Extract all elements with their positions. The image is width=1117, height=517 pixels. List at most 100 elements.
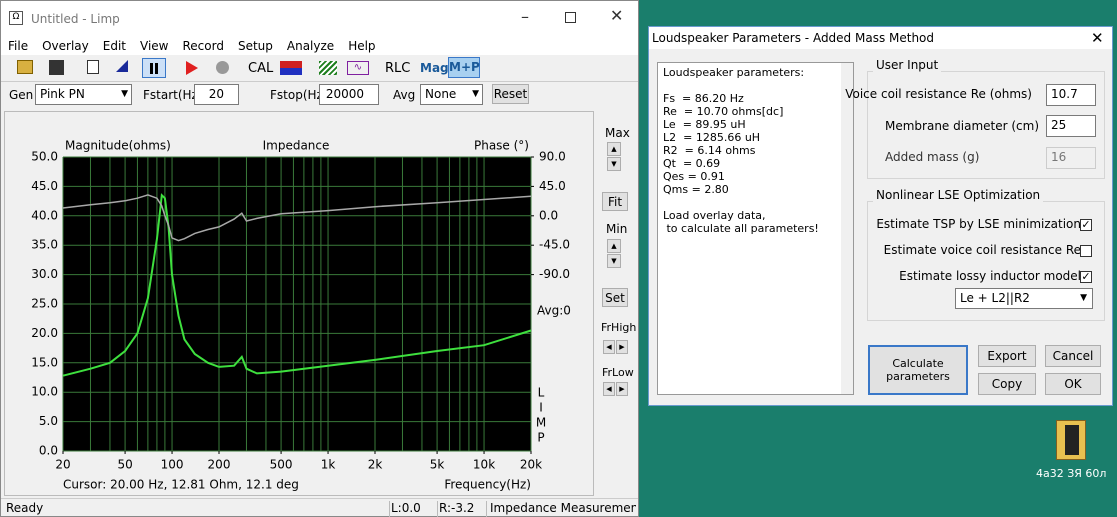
reset-button[interactable]: Reset (492, 84, 529, 104)
close[interactable]: ✕ (610, 6, 624, 25)
scrollbar[interactable] (841, 63, 853, 394)
overlay-button[interactable] (280, 61, 302, 75)
max-up[interactable]: ▲ (607, 142, 621, 156)
rlc-button[interactable]: RLC (385, 61, 411, 76)
marker-button[interactable] (116, 60, 128, 72)
side-label: I (539, 401, 543, 415)
window-title: Untitled - Limp (31, 12, 120, 26)
dialog-close[interactable]: ✕ (1091, 29, 1104, 47)
x-tick-label: 5k (430, 458, 445, 472)
record-button[interactable] (186, 61, 198, 75)
impedance-chart: 0.0 5.0 10.0 15.0 20.0 25.0 30.0 35.0 40.0 45.0 50… (31, 139, 571, 492)
max-down[interactable]: ▼ (607, 157, 621, 171)
frlow-label: FrLow (602, 366, 634, 379)
menu-item[interactable]: File (8, 39, 29, 53)
stop-button[interactable] (216, 61, 229, 74)
checkbox[interactable] (1080, 245, 1092, 257)
status-ready: Ready (6, 501, 44, 515)
x-tick-label: 200 (208, 458, 231, 472)
frhigh-label: FrHigh (601, 321, 637, 334)
mag-button[interactable]: Mag (420, 61, 449, 75)
x-tick-label: 50 (117, 458, 132, 472)
menu-item[interactable]: Help (348, 39, 376, 53)
cal-button[interactable]: CAL (248, 61, 274, 76)
dialog: Loudspeaker Parameters - Added Mass Meth… (648, 26, 1113, 406)
app-icon: Ω (9, 11, 23, 25)
series-line (62, 194, 532, 242)
model-select[interactable]: Le + L2||R2 ▼ (955, 288, 1093, 309)
frlow-left[interactable]: ◀ (603, 382, 615, 396)
set-button[interactable]: Set (602, 288, 628, 307)
re-input[interactable]: 10.7 (1046, 84, 1096, 106)
x-tick-label: 100 (161, 458, 184, 472)
diam-value: 25 (1051, 118, 1067, 132)
fstart-value: 20 (208, 87, 224, 101)
checkbox[interactable]: ✓ (1080, 218, 1092, 231)
report-line: Qes = 0.91 (663, 170, 725, 183)
minimize[interactable]: – (521, 7, 529, 26)
y2-tick-label: -45.0 (539, 238, 570, 252)
checkbox[interactable]: ✓ (1080, 270, 1092, 283)
report-box: Loudspeaker parameters: Fs = 86.20 Hz Re =… (657, 62, 854, 395)
report-line: Re = 10.70 ohms[dc] (663, 105, 784, 118)
dialog-title: Loudspeaker Parameters - Added Mass Meth… (652, 31, 935, 45)
menu-item[interactable]: View (140, 39, 169, 53)
y-tick-label: 40.0 (31, 208, 58, 222)
y-tick-label: 10.0 (31, 385, 58, 399)
status-mode: Impedance Measuremen (486, 501, 636, 517)
sine-button[interactable]: ∿ (347, 61, 369, 75)
menu-item[interactable]: Overlay (42, 39, 89, 53)
fstop-input[interactable]: 20000 (319, 84, 379, 105)
y-tick-label: 15.0 (31, 355, 58, 369)
report-line: Qt = 0.69 (663, 157, 721, 170)
copy-button[interactable]: Copy (978, 373, 1036, 395)
save-button[interactable] (49, 60, 64, 75)
report-line: Fs = 86.20 Hz (663, 92, 744, 105)
folder-icon[interactable] (1056, 420, 1086, 460)
diam-input[interactable]: 25 (1046, 115, 1096, 137)
report-line: Loudspeaker parameters: (663, 66, 805, 79)
option-label: Estimate TSP by LSE minimization (876, 217, 1081, 231)
menu-item[interactable]: Edit (102, 39, 126, 53)
avg-select[interactable]: None ▼ (420, 84, 483, 105)
min-down[interactable]: ▼ (607, 254, 621, 268)
cancel-button[interactable]: Cancel (1045, 345, 1101, 367)
pause-button[interactable] (142, 58, 166, 78)
mass-label: Added mass (g) (885, 150, 980, 164)
fit-button[interactable]: Fit (602, 192, 628, 211)
open-button[interactable] (17, 60, 33, 74)
report-line: to calculate all parameters! (663, 222, 819, 235)
max-label: Max (605, 126, 630, 140)
avg-label: Avg (393, 88, 416, 102)
ok-button[interactable]: OK (1045, 373, 1101, 395)
fstart-input[interactable]: 20 (194, 84, 239, 105)
gen-select[interactable]: Pink PN ▼ (35, 84, 132, 105)
y2-tick-label: 90.0 (539, 150, 566, 164)
option-label: Estimate lossy inductor model (899, 269, 1081, 283)
y-tick-label: 45.0 (31, 179, 58, 193)
frhigh-right[interactable]: ▶ (616, 340, 628, 354)
model-value: Le + L2||R2 (960, 291, 1030, 305)
mp-button[interactable]: M+P (448, 57, 480, 78)
status-left: L:0.0 (389, 501, 421, 517)
menu-item[interactable]: Setup (237, 39, 273, 53)
y-tick-label: 30.0 (31, 267, 58, 281)
re-value: 10.7 (1051, 87, 1078, 101)
maximize[interactable] (565, 12, 576, 23)
side-label: L (538, 386, 545, 400)
calculate-button[interactable]: Calculate parameters (868, 345, 968, 395)
copy-button[interactable] (87, 60, 99, 74)
icon-label: 4a32 ЗЯ 60л (1036, 467, 1107, 480)
y-tick-label: 20.0 (31, 326, 58, 340)
frhigh-left[interactable]: ◀ (603, 340, 615, 354)
smooth-button[interactable] (319, 61, 337, 75)
menu-item[interactable]: Record (182, 39, 224, 53)
min-up[interactable]: ▲ (607, 239, 621, 253)
report-line (663, 79, 848, 92)
y2-tick-label: 0.0 (539, 208, 558, 222)
frlow-right[interactable]: ▶ (616, 382, 628, 396)
export-button[interactable]: Export (978, 345, 1036, 367)
mass-input: 16 (1046, 147, 1096, 169)
menu-item[interactable]: Analyze (286, 39, 335, 53)
